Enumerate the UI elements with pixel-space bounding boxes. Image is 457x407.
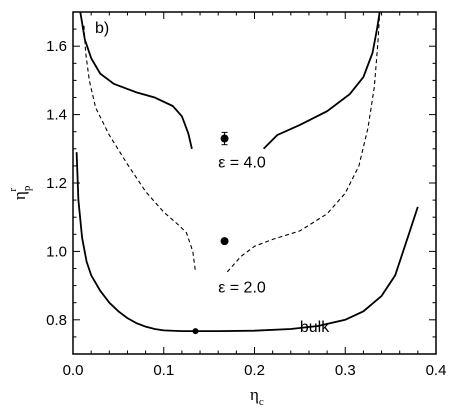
annotation-0: ε = 4.0 bbox=[218, 155, 266, 172]
series-line-3 bbox=[79, 11, 193, 150]
x-tick-label-0: 0.0 bbox=[63, 362, 84, 379]
x-tick-label-1: 0.1 bbox=[153, 362, 174, 379]
x-axis-title: ηc bbox=[250, 385, 264, 407]
x-tick-label-4: 0.4 bbox=[426, 362, 447, 379]
y-tick-label-0: 0.8 bbox=[46, 312, 67, 329]
x-tick-label-2: 0.2 bbox=[244, 362, 265, 379]
y-tick-label-4: 1.6 bbox=[46, 38, 67, 55]
annotation-2: bulk bbox=[300, 319, 330, 336]
x-axis-label: η bbox=[250, 385, 259, 404]
x-axis-label-sub: c bbox=[259, 396, 264, 407]
data-point-2 bbox=[220, 134, 229, 143]
panel-label: b) bbox=[95, 20, 109, 37]
y-tick-label-1: 1.0 bbox=[46, 243, 67, 260]
series-line-4 bbox=[262, 11, 381, 150]
axis-ticks: 0.0 0.1 0.2 0.3 0.4 0.8 1.0 1.2 1.4 1.6 bbox=[46, 11, 447, 379]
plot-lines bbox=[75, 11, 419, 332]
series-line-0 bbox=[75, 152, 419, 332]
plot-frame bbox=[72, 11, 437, 355]
plot-annotations: ε = 4.0 ε = 2.0 bulk bbox=[218, 155, 330, 336]
annotation-1: ε = 2.0 bbox=[218, 279, 266, 296]
y-axis-label-sub: p bbox=[21, 185, 33, 191]
y-tick-label-3: 1.4 bbox=[46, 107, 67, 124]
y-tick-label-2: 1.2 bbox=[46, 175, 67, 192]
plot-points bbox=[192, 131, 229, 335]
series-line-1 bbox=[83, 25, 197, 272]
data-point-1 bbox=[220, 237, 229, 246]
y-axis-label-sup: r bbox=[7, 188, 19, 192]
y-axis-label: η bbox=[10, 191, 29, 200]
series-line-2 bbox=[226, 11, 381, 273]
y-axis-title: ηpr bbox=[7, 185, 33, 200]
x-tick-label-3: 0.3 bbox=[335, 362, 356, 379]
data-point-0 bbox=[192, 328, 199, 335]
